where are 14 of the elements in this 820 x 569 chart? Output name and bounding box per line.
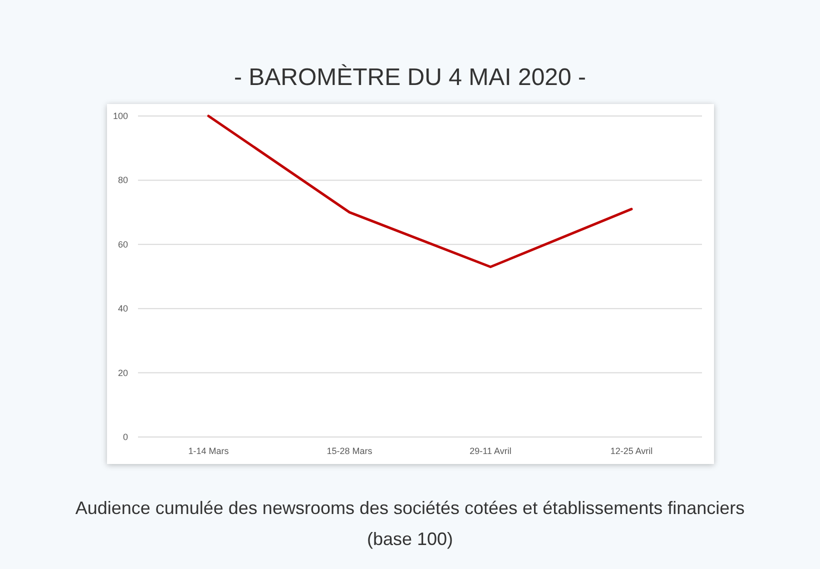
y-tick-label: 80 bbox=[118, 175, 128, 186]
y-tick-label: 0 bbox=[122, 432, 128, 442]
chart-title: - BAROMÈTRE DU 4 MAI 2020 - bbox=[234, 64, 586, 91]
y-tick-label: 20 bbox=[118, 368, 128, 378]
text: (base 100) bbox=[366, 529, 454, 549]
x-tick-label: 15-28 Mars bbox=[326, 446, 373, 456]
y-tick-label: 100 bbox=[112, 111, 128, 121]
text: Audience cumulée des newsrooms des sociétés cotées et établissements financiers bbox=[75, 498, 745, 518]
x-tick-label: 12-25 Avril bbox=[610, 446, 653, 456]
x-tick-label: 29-11 Avril bbox=[470, 446, 512, 456]
line-series bbox=[207, 114, 633, 268]
x-tick-label: 1-14 Mars bbox=[188, 446, 230, 456]
y-tick-label: 40 bbox=[118, 304, 128, 314]
y-tick-label: 60 bbox=[118, 239, 128, 250]
